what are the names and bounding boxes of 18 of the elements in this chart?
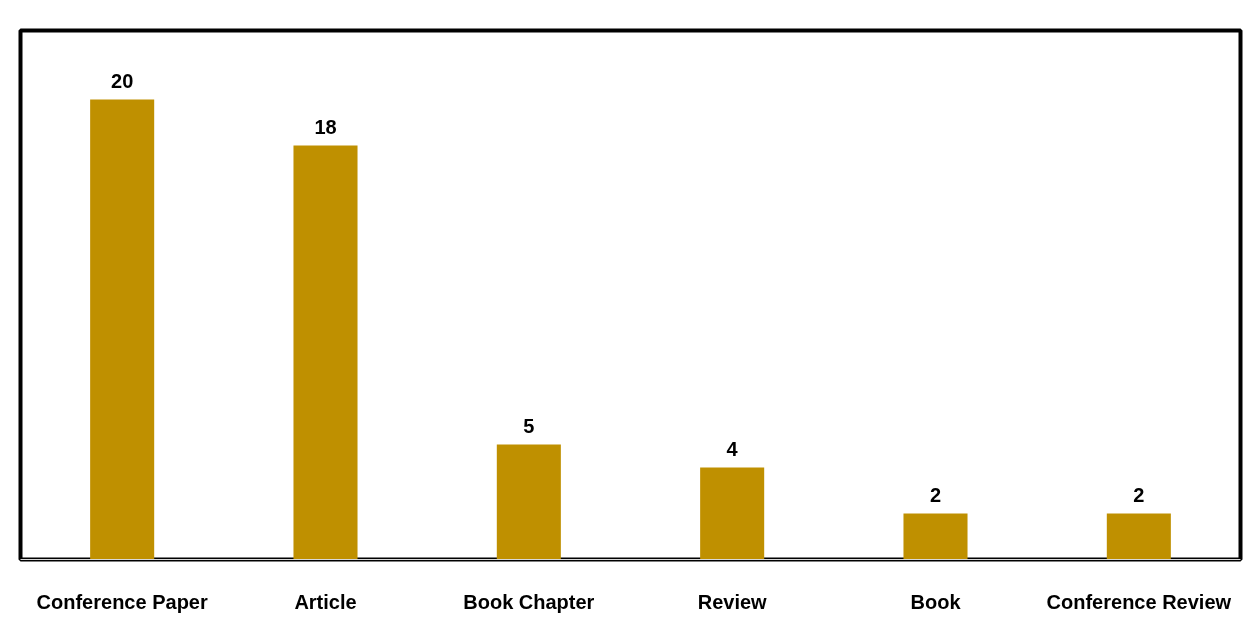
data-label: 4 [726, 437, 739, 460]
bar [496, 444, 561, 560]
x-tick-label: Book Chapter [463, 590, 595, 613]
data-label: 20 [111, 69, 134, 92]
x-tick-label: Article [294, 590, 357, 613]
data-label: 2 [929, 483, 942, 506]
x-tick-label: Conference Review [1046, 590, 1232, 613]
data-label: 18 [314, 115, 337, 138]
x-tick-label: Book [910, 590, 962, 613]
x-tick-label: Conference Paper [36, 590, 208, 613]
bar [700, 467, 765, 560]
bar [293, 145, 358, 560]
bar [90, 99, 155, 560]
data-label: 2 [1133, 483, 1145, 506]
bar [903, 513, 968, 560]
data-label: 5 [523, 414, 535, 437]
bar [1106, 513, 1171, 560]
x-tick-label: Review [697, 590, 768, 613]
